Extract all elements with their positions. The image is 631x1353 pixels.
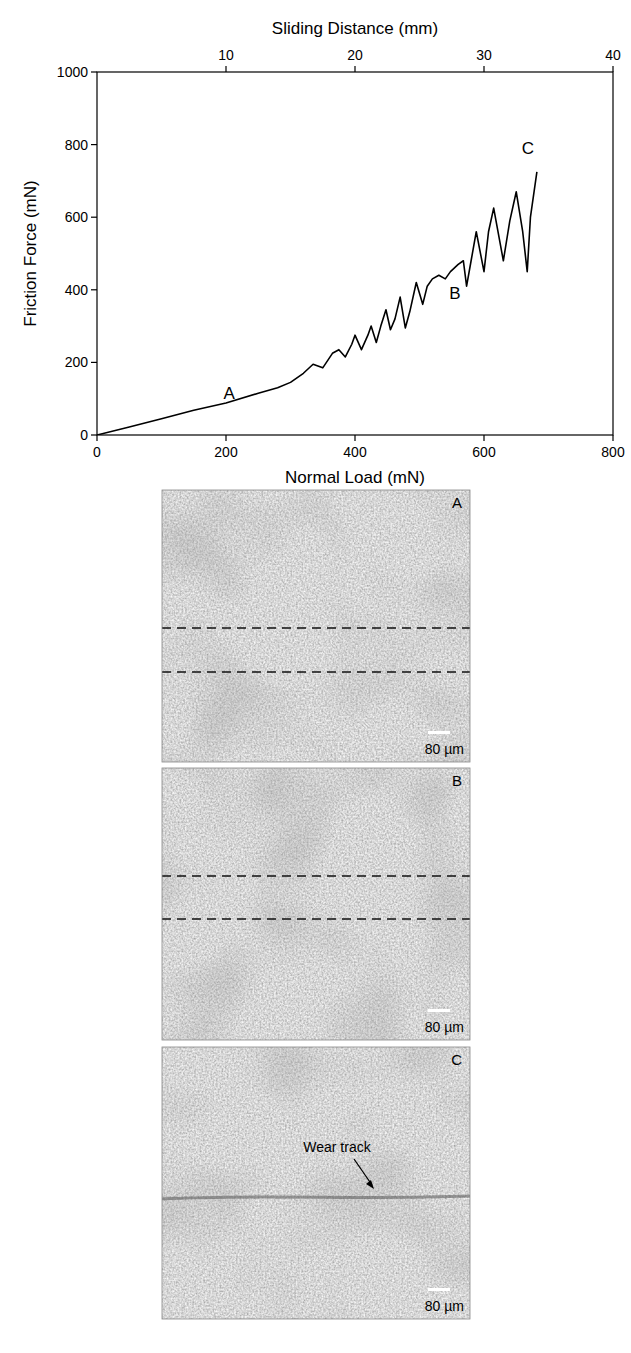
y-tick-label: 1000	[57, 64, 88, 80]
y-tick	[91, 217, 97, 218]
arrow-head	[366, 1180, 374, 1189]
micrograph	[162, 490, 470, 762]
plot-area	[97, 172, 537, 435]
micrograph-texture	[162, 1047, 470, 1319]
y-tick-label: 0	[80, 427, 88, 443]
x2-tick	[225, 66, 226, 72]
x-tick-label: 0	[93, 444, 101, 460]
x-tick-label: 800	[601, 444, 625, 460]
x-tick	[483, 435, 484, 441]
x-tick-label: 600	[472, 444, 496, 460]
x-tick-label: 200	[214, 444, 238, 460]
x-tick	[225, 435, 226, 441]
y-tick	[91, 434, 97, 435]
figure: 0 200 400 600 800 1000 0 200 400 600 800 10 20 30 40 No…	[0, 0, 631, 1353]
y-tick-label: 600	[65, 209, 89, 225]
wear-track	[162, 1196, 470, 1199]
point-label: A	[224, 384, 236, 403]
track-boundary	[162, 627, 470, 628]
y-tick	[91, 289, 97, 290]
x2-tick-label: 10	[218, 47, 234, 63]
y-tick	[91, 362, 97, 363]
micrograph-texture	[162, 490, 470, 762]
friction-curve	[97, 172, 537, 435]
scale-bar	[428, 731, 450, 734]
y-axis-title: Friction Force (mN)	[21, 180, 40, 326]
panel-label: C	[451, 1051, 462, 1068]
x-tick	[354, 435, 355, 441]
y-tick-label: 800	[65, 137, 89, 153]
x-axis-title: Normal Load (mN)	[285, 468, 425, 487]
point-label: B	[449, 284, 460, 303]
panel-label: A	[452, 494, 462, 511]
x2-axis-title: Sliding Distance (mm)	[272, 19, 438, 38]
panel-border	[162, 1047, 470, 1319]
track-boundary	[162, 918, 470, 919]
micrograph-shading	[162, 1047, 470, 1319]
micrograph-shading	[162, 490, 470, 762]
track-boundary	[162, 875, 470, 876]
scale-bar-label: 80 µm	[425, 741, 464, 757]
wear-track-label: Wear track	[303, 1139, 371, 1155]
scale-bar	[428, 1009, 450, 1012]
micrograph-shading	[162, 768, 470, 1040]
micrograph-texture	[162, 768, 470, 1040]
micrograph	[162, 1047, 470, 1319]
x-tick	[612, 435, 613, 441]
y-tick-label: 200	[65, 354, 89, 370]
panel-border	[162, 490, 470, 762]
x-tick-label: 400	[343, 444, 367, 460]
y-tick	[91, 71, 97, 72]
scale-bar-label: 80 µm	[425, 1019, 464, 1035]
x2-tick	[483, 66, 484, 72]
scale-bar-label: 80 µm	[425, 1298, 464, 1314]
y-tick-label: 400	[65, 282, 89, 298]
y-tick	[91, 144, 97, 145]
panel-border	[162, 768, 470, 1040]
x2-tick	[612, 66, 613, 72]
x2-tick	[354, 66, 355, 72]
micrograph	[162, 768, 470, 1040]
plot-frame	[97, 72, 613, 435]
point-label: C	[522, 139, 534, 158]
x2-tick-label: 30	[476, 47, 492, 63]
arrow-shaft	[354, 1159, 372, 1185]
scale-bar	[428, 1288, 450, 1291]
track-boundary	[162, 671, 470, 672]
panel-label: B	[452, 772, 462, 789]
x2-tick-label: 20	[347, 47, 363, 63]
x2-tick-label: 40	[605, 47, 621, 63]
x-tick	[96, 435, 97, 441]
